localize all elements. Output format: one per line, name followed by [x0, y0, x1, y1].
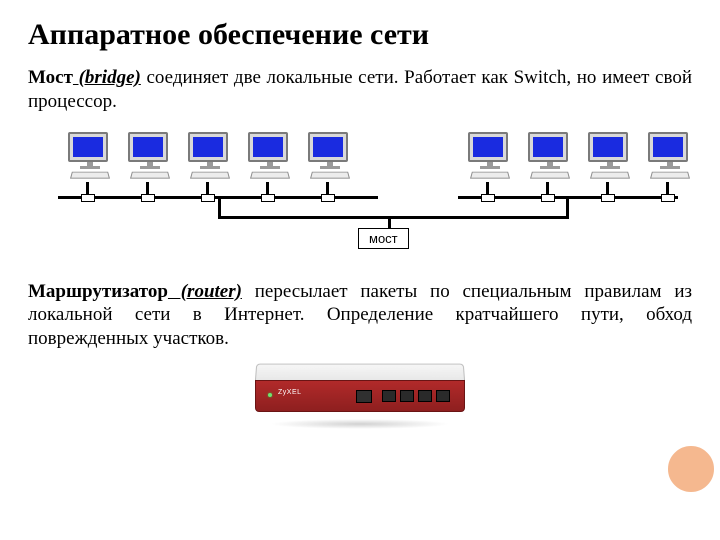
decorative-circle: [666, 444, 716, 494]
computer-icon: [248, 132, 292, 179]
tap-connector: [601, 194, 615, 202]
port-icon: [382, 390, 396, 402]
tap-connector: [661, 194, 675, 202]
computer-icon: [528, 132, 572, 179]
tap-connector: [481, 194, 495, 202]
slide-title: Аппаратное обеспечение сети: [28, 18, 692, 52]
router-image: ZyXEL: [28, 363, 692, 429]
paragraph-bridge: Мост (bridge) соединяет две локальные се…: [28, 66, 692, 114]
tap-connector: [541, 194, 555, 202]
router-ports: [356, 390, 450, 403]
computer-icon: [188, 132, 232, 179]
router-brand: ZyXEL: [278, 389, 302, 396]
tap-connector: [321, 194, 335, 202]
bridge-diagram: мост: [28, 126, 692, 266]
term-router: Маршрутизатор: [28, 281, 168, 302]
led-icon: [268, 393, 272, 397]
bridge-link: [218, 216, 569, 219]
term-bridge-en: (bridge): [73, 67, 141, 88]
port-icon: [400, 390, 414, 402]
drop-cable-right: [566, 197, 569, 217]
router-shadow: [270, 419, 450, 429]
tap-connector: [261, 194, 275, 202]
tap-connector: [201, 194, 215, 202]
computer-icon: [588, 132, 632, 179]
computer-icon: [648, 132, 692, 179]
router-top: [255, 363, 465, 379]
port-icon: [418, 390, 432, 402]
term-bridge: Мост: [28, 67, 73, 88]
computer-icon: [308, 132, 352, 179]
port-icon: [436, 390, 450, 402]
router-front: ZyXEL: [255, 380, 465, 412]
computer-icon: [128, 132, 172, 179]
computer-icon: [68, 132, 112, 179]
tap-connector: [81, 194, 95, 202]
term-router-en: (router): [168, 281, 242, 302]
computer-icon: [468, 132, 512, 179]
paragraph-router: Маршрутизатор (router) пересылает пакеты…: [28, 280, 692, 351]
drop-cable-left: [218, 197, 221, 217]
port-icon: [356, 390, 372, 403]
tap-connector: [141, 194, 155, 202]
bridge-label-box: мост: [358, 228, 409, 249]
